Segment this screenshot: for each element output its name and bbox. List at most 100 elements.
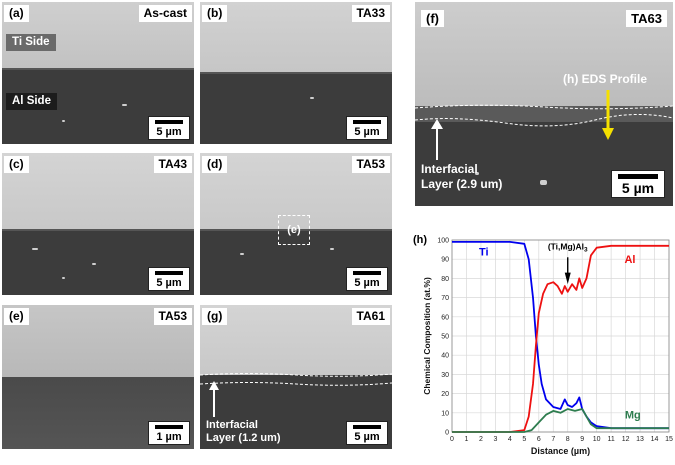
plot-frame: [451, 239, 670, 433]
y-axis-label: Chemical Composition (at.%): [422, 277, 432, 395]
panel-letter: (a): [4, 5, 29, 22]
y-tick-label: 90: [441, 257, 449, 264]
particle: [122, 104, 127, 106]
interface-outline: [200, 373, 392, 417]
scale-text: 5 µm: [156, 126, 182, 138]
x-tick-label: 1: [465, 436, 469, 443]
zoom-box-label: (e): [287, 224, 301, 236]
series-line-mg: [452, 408, 669, 433]
y-tick-label: 70: [441, 295, 449, 302]
series-line-al: [452, 244, 669, 433]
scale-bar: 5 µm: [611, 170, 665, 198]
x-tick-label: 8: [566, 436, 570, 443]
note-line: Layer (2.9 um): [421, 177, 503, 191]
particle: [540, 180, 547, 185]
scale-bar: 1 µm: [148, 421, 190, 445]
note-line: Interfacial: [206, 419, 258, 431]
scale-bar: 5 µm: [346, 267, 388, 291]
x-tick-label: 7: [551, 436, 555, 443]
scale-text: 5 µm: [621, 180, 655, 196]
x-tick-label: 9: [580, 436, 584, 443]
interfacial-layer-note: Interfacial Layer (1.2 um): [206, 419, 281, 445]
note-line: Layer (1.2 um): [206, 432, 281, 444]
panel-letter: (g): [202, 308, 228, 325]
y-tick-label: 100: [437, 238, 449, 245]
scale-bar: 5 µm: [148, 116, 190, 140]
note-line: Interfacial: [421, 162, 478, 176]
scale-bar: 5 µm: [148, 267, 190, 291]
annotation-subscript: 3: [584, 247, 588, 254]
x-tick-label: 2: [479, 436, 483, 443]
panel-d: (d) TA53 (e) 5 µm: [200, 153, 392, 295]
ti-side-label: Ti Side: [6, 34, 56, 51]
scale-text: 5 µm: [156, 277, 182, 289]
particle: [240, 253, 244, 255]
series-line-ti: [452, 240, 669, 430]
panel-letter: (h): [413, 234, 427, 246]
particle: [62, 120, 65, 122]
panel-letter: (f): [421, 10, 444, 27]
y-tick-label: 80: [441, 276, 449, 283]
x-tick-label: 12: [622, 436, 630, 443]
panel-g: (g) TA61 Interfacial Layer (1.2 um) 5 µm: [200, 305, 392, 449]
panel-letter: (e): [4, 308, 29, 325]
panel-h: 0 10 20 30 40 50 60 70 80 90 100 0 1 2 3 4 5 6 7 8 9 10 11 12 13…: [408, 228, 675, 465]
x-axis-label: Distance (µm): [531, 446, 590, 456]
y-tick-label: 0: [445, 430, 449, 437]
panel-title: TA63: [626, 10, 667, 27]
annotation-label: (Ti,Mg)Al3: [548, 242, 588, 254]
legend-label-mg: Mg: [625, 410, 641, 422]
scale-text: 5 µm: [354, 126, 380, 138]
scale-text: 5 µm: [354, 431, 380, 443]
particle: [310, 97, 314, 99]
panel-title: TA61: [351, 308, 390, 325]
panel-letter: (c): [4, 156, 29, 173]
scale-bar: 5 µm: [346, 421, 388, 445]
panel-f: (f) TA63 (h) EDS Profile Interfacial Lay…: [415, 2, 673, 206]
particle: [92, 263, 96, 265]
particle: [475, 172, 479, 175]
panel-c: (c) TA43 5 µm: [2, 153, 194, 295]
panel-letter: (b): [202, 5, 228, 22]
scale-text: 1 µm: [156, 431, 182, 443]
x-tick-label: 5: [522, 436, 526, 443]
annotation-arrow-head: [564, 272, 571, 285]
x-tick-label: 3: [493, 436, 497, 443]
al-side-label: Al Side: [6, 93, 57, 110]
y-tick-label: 50: [441, 334, 449, 341]
x-tick-label: 11: [607, 436, 614, 443]
y-tick-label: 30: [441, 372, 449, 379]
x-tick-label: 13: [636, 436, 644, 443]
x-tick-label: 4: [508, 436, 512, 443]
y-tick-label: 10: [441, 410, 449, 417]
panel-b: (b) TA33 5 µm: [200, 2, 392, 144]
scale-text: 5 µm: [354, 277, 380, 289]
legend-label-al: Al: [624, 254, 635, 266]
particle: [32, 248, 38, 250]
panel-title: TA53: [351, 156, 390, 173]
x-tick-label: 10: [593, 436, 601, 443]
x-tick-label: 6: [537, 436, 541, 443]
y-tick-label: 60: [441, 314, 449, 321]
zoom-box: (e): [278, 215, 310, 245]
x-tick-label: 0: [450, 436, 454, 443]
x-tick-label: 14: [651, 436, 659, 443]
panel-a: (a) As-cast Ti Side Al Side 5 µm: [2, 2, 194, 144]
y-tick-label: 20: [441, 391, 449, 398]
panel-title: TA43: [153, 156, 192, 173]
y-tick-label: 40: [441, 353, 449, 360]
interfacial-layer-note: Interfacial Layer (2.9 um): [421, 162, 502, 192]
panel-title: TA53: [153, 308, 192, 325]
legend-label-ti: Ti: [479, 246, 489, 258]
eds-label: (h) EDS Profile: [563, 72, 648, 86]
panel-title: As-cast: [138, 5, 192, 22]
x-tick-label: 15: [665, 436, 673, 443]
panel-letter: (d): [202, 156, 228, 173]
interface-outline: [415, 90, 673, 160]
panel-title: TA33: [351, 5, 390, 22]
particle: [62, 277, 65, 279]
scale-bar: 5 µm: [346, 116, 388, 140]
panel-e: (e) TA53 1 µm: [2, 305, 194, 449]
particle: [330, 248, 334, 250]
